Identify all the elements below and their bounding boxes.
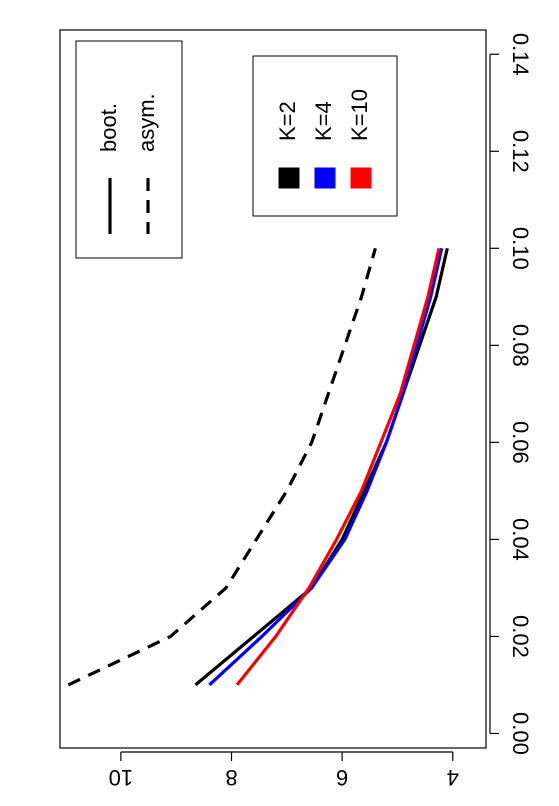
legend-label: K=10 — [347, 89, 372, 141]
series-line-asym — [67, 247, 377, 687]
x-tick-label: 0.12 — [508, 130, 533, 173]
legend-label: K=2 — [275, 101, 300, 141]
y-tick-label: 8 — [225, 765, 237, 790]
x-tick-label: 0.04 — [508, 518, 533, 561]
x-tick-label: 0.08 — [508, 324, 533, 367]
legend-swatch — [350, 167, 372, 189]
legend-linestyle-box — [75, 40, 183, 259]
legend-swatch — [314, 167, 336, 189]
x-tick-label: 0.14 — [508, 33, 533, 76]
x-tick-label: 0.02 — [508, 615, 533, 658]
legend-label: asym. — [134, 93, 159, 152]
legend-label: K=4 — [311, 101, 336, 141]
y-tick-label: 10 — [109, 765, 133, 790]
y-tick-label: 4 — [447, 765, 459, 790]
y-tick-label: 6 — [336, 765, 348, 790]
plot-frame — [59, 29, 487, 749]
legend-swatch — [278, 167, 300, 189]
series-line-k-4 — [208, 247, 444, 687]
series-line-k-10 — [235, 247, 441, 686]
x-tick-label: 0.00 — [508, 712, 533, 755]
legend-k-box — [252, 55, 398, 217]
series-line-k-2 — [194, 247, 449, 687]
x-tick-label: 0.06 — [508, 421, 533, 464]
legend-label: boot. — [96, 103, 121, 152]
x-tick-label: 0.10 — [508, 227, 533, 270]
